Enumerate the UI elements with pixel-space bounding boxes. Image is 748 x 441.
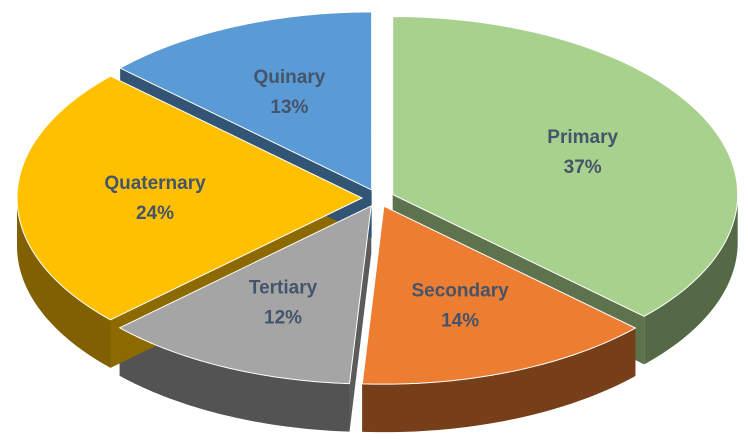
category-label: Secondary: [412, 280, 510, 301]
category-label: Tertiary: [249, 278, 318, 299]
slice-side: [362, 328, 636, 433]
category-label: Primary: [547, 127, 618, 148]
value-label: 14%: [441, 310, 479, 331]
slice-side: [119, 327, 350, 432]
slice: [119, 11, 373, 191]
category-label: Quaternary: [104, 173, 206, 194]
labels: Primary 37% Secondary 14% Tertiary 12% Quatern…: [104, 67, 618, 332]
slice-side: [644, 194, 738, 365]
value-label: 12%: [264, 308, 302, 329]
slice: [118, 205, 372, 385]
slice: [16, 75, 364, 321]
category-label: Quinary: [254, 67, 326, 88]
slice: [361, 205, 637, 385]
slice-wall: [349, 205, 372, 432]
slice-tops: [16, 11, 739, 385]
value-label: 37%: [564, 157, 602, 178]
slice: [392, 16, 739, 317]
value-label: 24%: [136, 203, 174, 224]
slice-side: [17, 198, 111, 368]
value-label: 13%: [270, 97, 308, 118]
